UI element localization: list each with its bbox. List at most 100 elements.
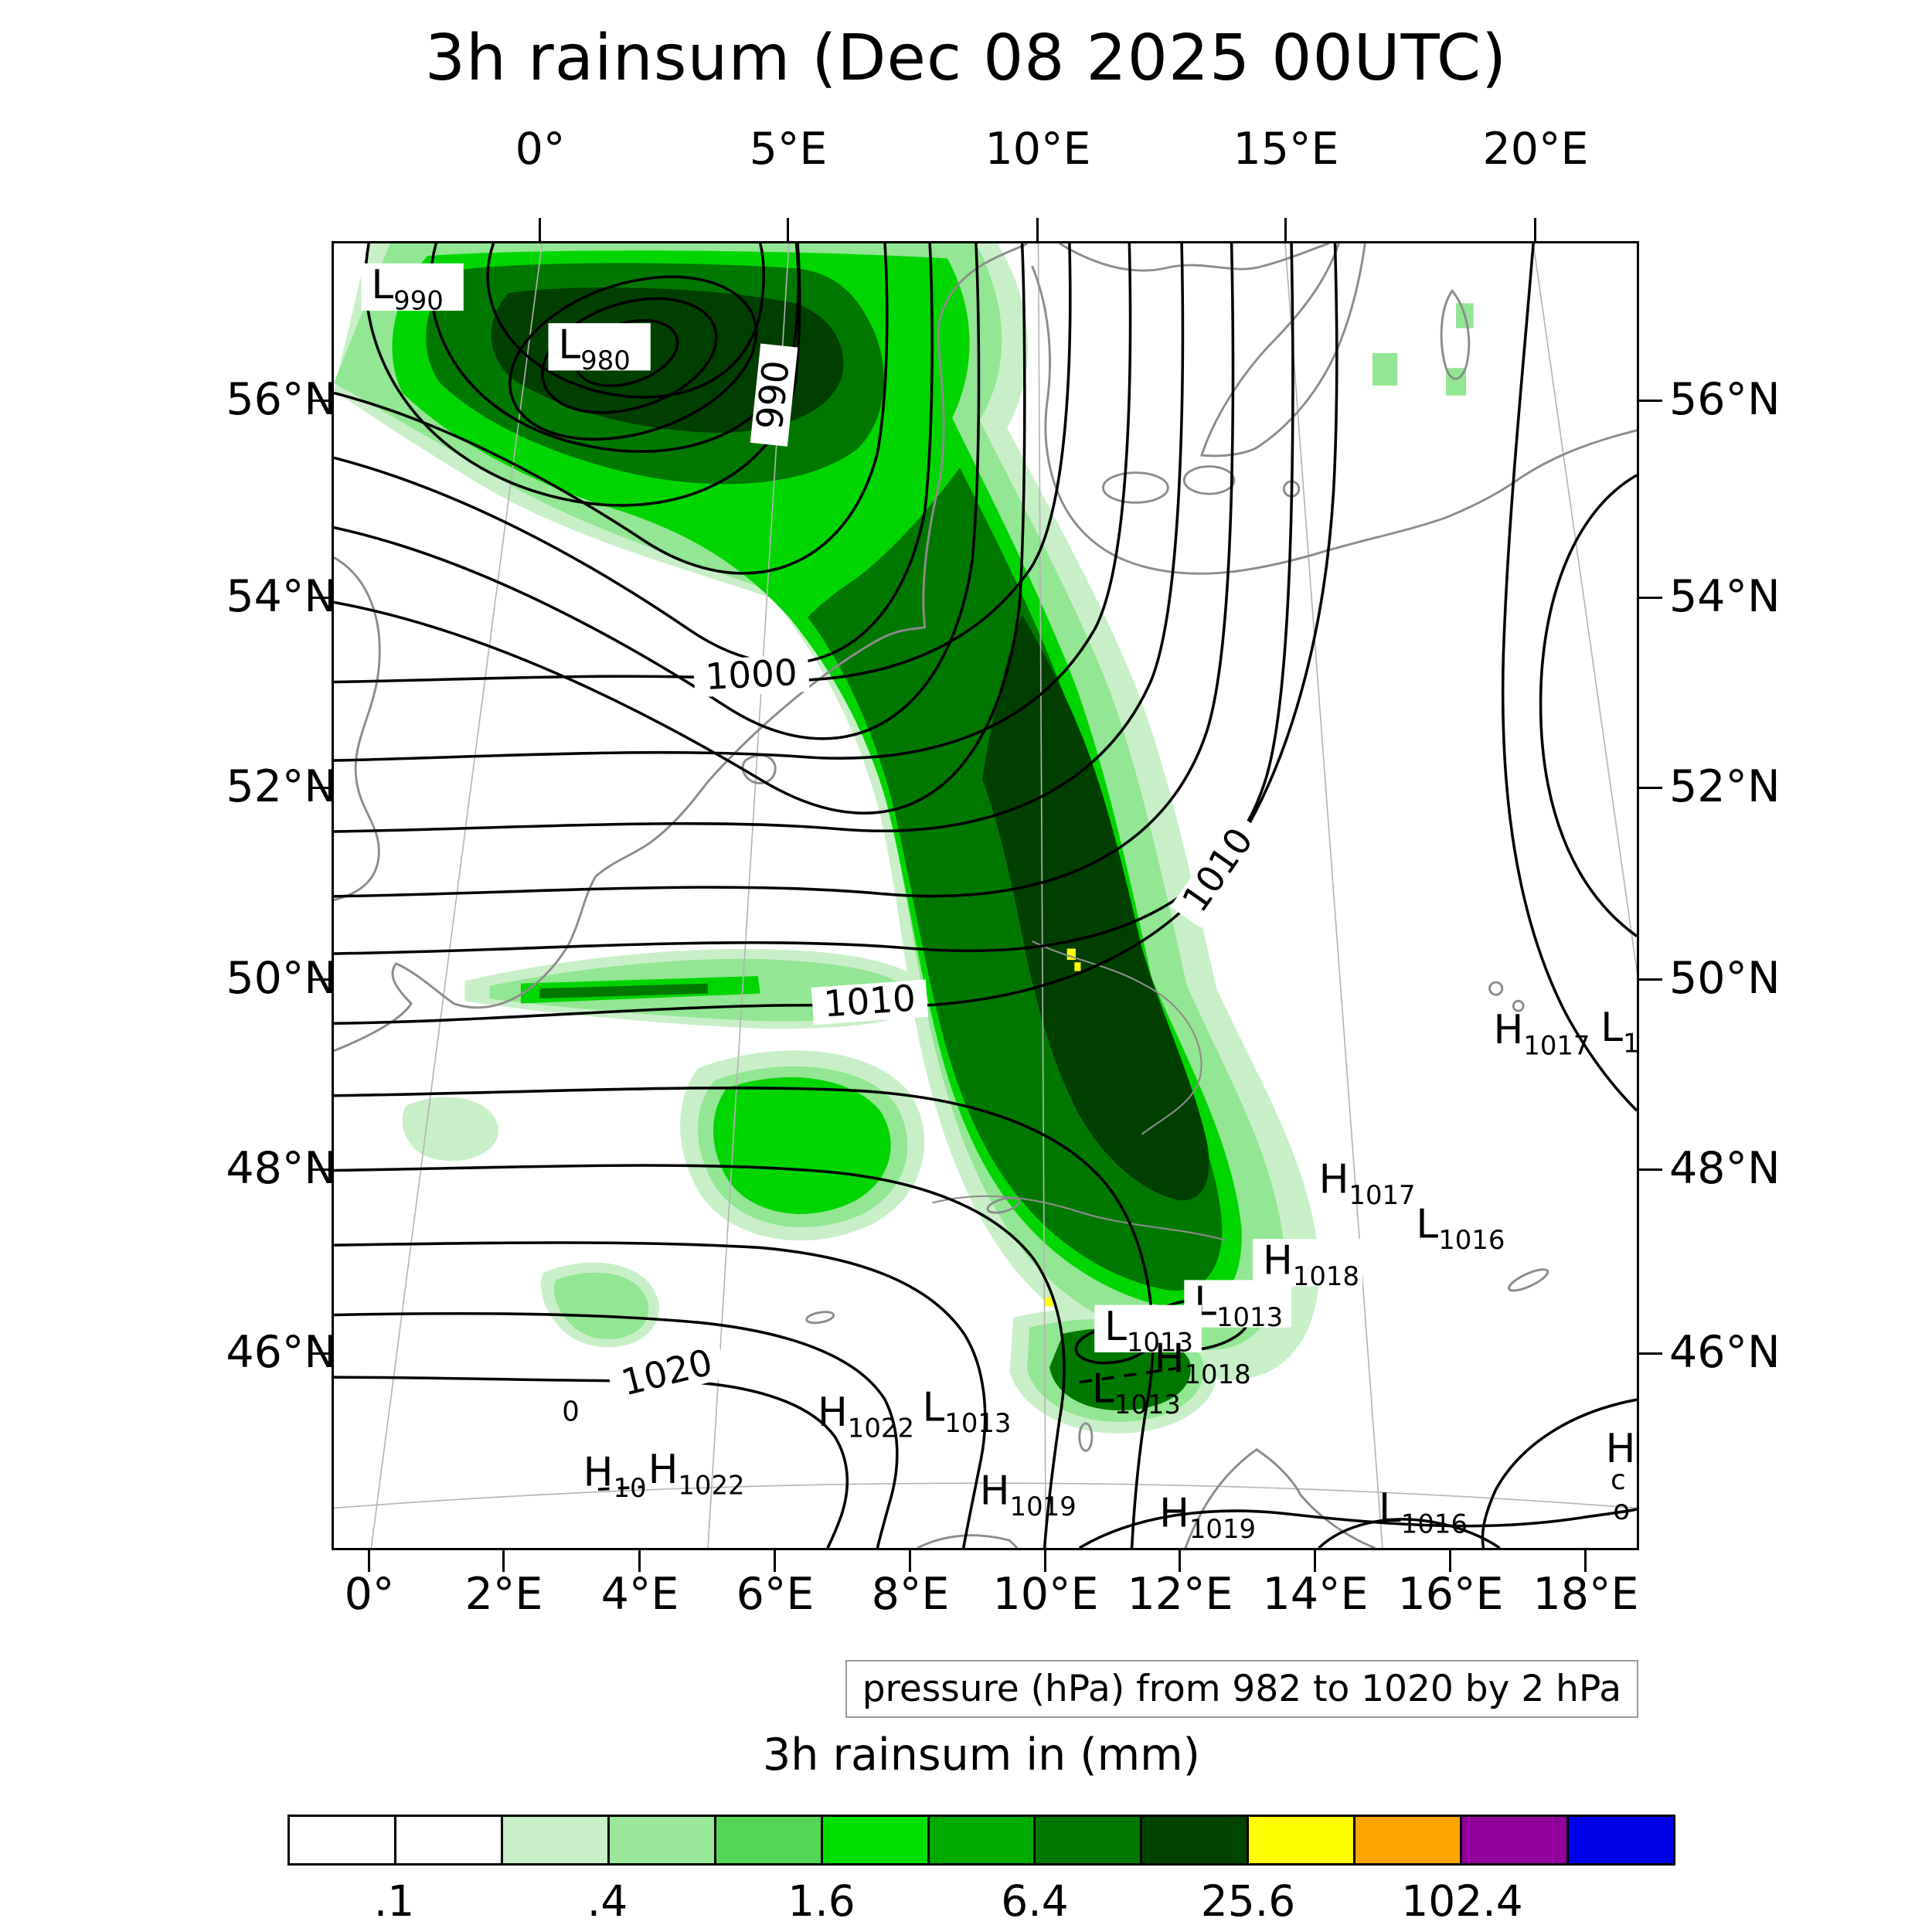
pressure-center-H10: H10 <box>583 1449 647 1502</box>
pressure-center-H1018b: H1018 <box>1155 1336 1251 1389</box>
axis-label-top-4: 20°E <box>1482 124 1589 175</box>
svg-text:1020: 1020 <box>617 1342 717 1404</box>
axis-tick <box>1314 1549 1316 1572</box>
colorbar-tick-label: 102.4 <box>1401 1876 1523 1926</box>
colorbar-cell <box>396 1817 503 1863</box>
colorbar-tick-label: 25.6 <box>1200 1876 1296 1926</box>
colorbar-cell <box>929 1817 1036 1863</box>
colorbar-cell <box>716 1817 823 1863</box>
svg-text:H1022: H1022 <box>818 1389 914 1443</box>
graticule <box>334 243 1637 1548</box>
axis-tick <box>909 1549 911 1572</box>
pressure-center-H1018: H1018 <box>1253 1237 1363 1291</box>
contour-label-1020: 1020 <box>607 1342 728 1406</box>
svg-text:H1019: H1019 <box>1159 1491 1256 1544</box>
axis-tick <box>1639 1168 1662 1171</box>
axis-tick <box>1639 787 1662 789</box>
svg-text:1000: 1000 <box>704 652 798 699</box>
svg-text:L1016: L1016 <box>1379 1485 1468 1539</box>
svg-text:H1019: H1019 <box>980 1468 1077 1522</box>
axis-tick <box>638 1549 641 1572</box>
svg-text:0: 0 <box>562 1396 580 1428</box>
axis-tick <box>308 978 332 981</box>
svg-text:1010: 1010 <box>822 978 917 1026</box>
axis-label-right-1: 54°N <box>1669 571 1781 622</box>
pressure-caption: pressure (hPa) from 982 to 1020 by 2 hPa <box>845 1660 1638 1718</box>
axis-tick <box>502 1549 505 1572</box>
axis-tick <box>308 400 332 402</box>
axis-label-bottom-1: 2°E <box>464 1569 543 1620</box>
svg-text:L980: L980 <box>558 321 630 375</box>
pressure-center-H1022b: H1022 <box>648 1447 745 1500</box>
svg-text:L1013: L1013 <box>1092 1366 1181 1419</box>
axis-label-bottom-9: 18°E <box>1532 1569 1639 1620</box>
contour-labels: 990 1000 1010 1010 1020 <box>607 343 1267 1406</box>
axis-tick <box>308 787 332 789</box>
colorbar-cell <box>1249 1817 1356 1863</box>
axis-tick <box>1284 218 1287 241</box>
stray-label-o: o <box>1613 1495 1630 1526</box>
axis-label-bottom-4: 8°E <box>871 1569 950 1620</box>
pressure-centers: L990 L980 H1017 L1 H1017 L1016 H1018 L10… <box>361 262 1637 1544</box>
contour-label-1010b: 1010 <box>811 978 929 1026</box>
axis-label-right-5: 46°N <box>1669 1327 1781 1378</box>
axis-label-bottom-3: 6°E <box>736 1569 815 1620</box>
axis-tick <box>1639 400 1662 402</box>
svg-text:990: 990 <box>750 359 798 431</box>
map-canvas: 990 1000 1010 1010 1020 L990 L980 H1 <box>334 243 1637 1548</box>
colorbar-cell <box>1142 1817 1250 1863</box>
colorbar-cell <box>1569 1817 1673 1863</box>
stray-label-0: 0 <box>562 1396 580 1428</box>
axis-tick <box>308 1168 332 1171</box>
axis-label-bottom-5: 10°E <box>992 1569 1099 1620</box>
axis-tick <box>1639 978 1662 981</box>
axis-label-top-0: 0° <box>515 124 566 175</box>
svg-text:L990: L990 <box>371 262 443 315</box>
pressure-center-H1017: H1017 <box>1493 1007 1590 1060</box>
pressure-center-H1019: H1019 <box>980 1468 1077 1522</box>
axis-tick <box>308 1352 332 1355</box>
svg-text:L1013: L1013 <box>1194 1279 1283 1332</box>
pressure-center-L1013d: L1013 <box>923 1385 1012 1438</box>
axis-label-top-1: 5°E <box>749 124 828 175</box>
svg-text:H1017: H1017 <box>1493 1007 1590 1060</box>
pressure-center-H1022: H1022 <box>818 1389 914 1443</box>
svg-text:H1017: H1017 <box>1319 1157 1416 1210</box>
contour-label-1000: 1000 <box>692 652 810 699</box>
svg-text:L1016: L1016 <box>1416 1202 1505 1255</box>
contour-label-990: 990 <box>750 343 798 447</box>
axis-tick <box>1534 218 1536 241</box>
colorbar-tick-label: .1 <box>373 1876 415 1926</box>
axis-label-right-0: 56°N <box>1669 374 1781 425</box>
svg-text:c: c <box>1611 1464 1626 1496</box>
axis-label-bottom-8: 16°E <box>1397 1569 1504 1620</box>
colorbar-cell <box>609 1817 716 1863</box>
axis-label-top-3: 15°E <box>1233 124 1339 175</box>
svg-text:L1013: L1013 <box>923 1385 1012 1438</box>
axis-label-right-4: 48°N <box>1669 1143 1781 1194</box>
pressure-center-L1013b: L1013 <box>1094 1304 1202 1357</box>
colorbar-cell <box>502 1817 610 1863</box>
pressure-center-H-clipped: H <box>1606 1426 1636 1472</box>
svg-text:H1022: H1022 <box>648 1447 745 1500</box>
axis-tick <box>1179 1549 1181 1572</box>
svg-text:H1018: H1018 <box>1263 1237 1359 1291</box>
axis-label-bottom-0: 0° <box>344 1569 395 1620</box>
pressure-center-H1017b: H1017 <box>1319 1157 1416 1210</box>
axis-tick <box>1036 218 1039 241</box>
axis-label-right-2: 52°N <box>1669 761 1781 812</box>
pressure-center-H1019b: H1019 <box>1159 1491 1256 1544</box>
colorbar-tick-label: 1.6 <box>787 1876 855 1926</box>
legend-title: 3h rainsum in (mm) <box>763 1730 1200 1781</box>
svg-text:L1: L1 <box>1600 1005 1637 1058</box>
colorbar-cell <box>1462 1817 1570 1863</box>
axis-tick <box>1449 1549 1451 1572</box>
pressure-center-L1013c: L1013 <box>1092 1366 1181 1419</box>
axis-tick <box>787 218 789 241</box>
svg-text:o: o <box>1613 1495 1630 1526</box>
axis-tick <box>1639 1352 1662 1355</box>
colorbar-tick-label: .4 <box>587 1876 628 1926</box>
axis-tick <box>1584 1549 1587 1572</box>
axis-label-bottom-7: 14°E <box>1262 1569 1369 1620</box>
axis-tick <box>1044 1549 1046 1572</box>
